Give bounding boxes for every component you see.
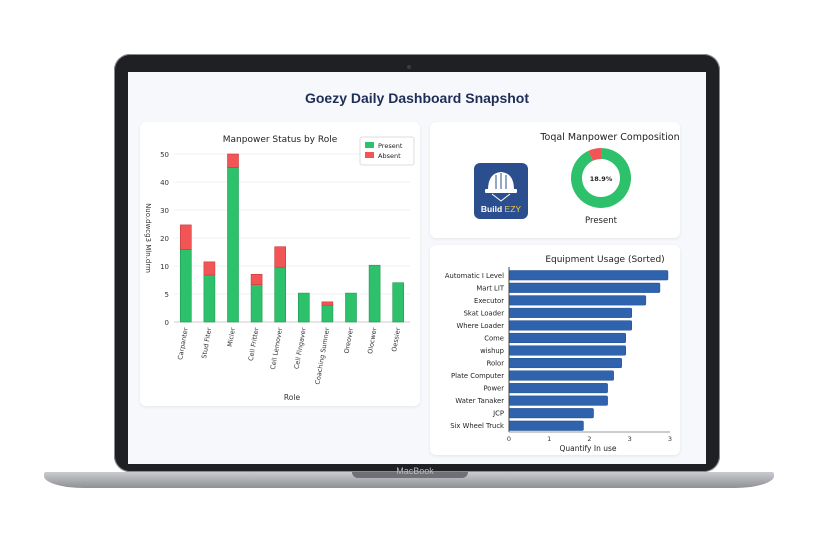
y-tick-label: 5	[165, 291, 169, 299]
x-tick-label: Olocwer	[366, 327, 379, 355]
equipment-card: Equipment Usage (Sorted) Automatic I Leve…	[430, 245, 680, 455]
composition-donut: Toqal Manpower Composition 18.9% Present	[539, 132, 679, 226]
donut-slice-present	[571, 148, 631, 208]
chart-title: Toqal Manpower Composition	[539, 132, 679, 143]
x-tick-label: Micler	[226, 327, 237, 348]
x-tick-label: 3	[628, 435, 632, 443]
chart-title: Equipment Usage (Sorted)	[545, 255, 664, 265]
x-tick-label: 2	[587, 435, 591, 443]
y-tick-label: Executor	[474, 297, 504, 305]
hard-hat-icon	[485, 172, 517, 202]
x-tick-label: Oreover	[343, 327, 355, 354]
y-tick-label: JCP	[492, 410, 504, 418]
dashboard-screen: Goezy Daily Dashboard Snapshot Manpower …	[128, 72, 706, 464]
dashboard-title: Goezy Daily Dashboard Snapshot	[304, 90, 530, 106]
legend-swatch	[365, 142, 374, 148]
device-brand-label: MacBook	[396, 466, 434, 476]
bar-present	[345, 292, 357, 323]
y-tick-label: Mart LIT	[476, 284, 504, 292]
manpower-card: Manpower Status by Role 0 5 10 20 30 40 50 Carpa…	[140, 122, 420, 406]
equipment-bar	[508, 383, 608, 394]
x-tick-label: 3	[668, 435, 672, 443]
donut-legend-label: Present	[585, 216, 618, 226]
x-axis-label: Quantify In use	[560, 444, 617, 453]
equipment-bar	[508, 320, 633, 331]
build-ezy-logo: Build EZY	[474, 163, 528, 219]
composition-card: Build EZY Toqal Manpower Composition 18.9…	[430, 122, 680, 238]
x-tick-label: Cell Fritter	[247, 327, 261, 362]
equipment-bar	[508, 282, 661, 293]
x-tick-label: Oessier	[390, 327, 402, 353]
y-tick-label: Where Loader	[457, 322, 505, 330]
x-tick-label: Cell Fingaver	[293, 327, 308, 370]
bar-present	[392, 282, 404, 323]
y-tick-label: Plate Computer	[451, 372, 504, 380]
legend-swatch	[365, 152, 374, 158]
bar-present	[274, 266, 286, 323]
laptop-base	[44, 472, 774, 488]
equipment-bar	[508, 408, 594, 419]
bar-absent	[321, 301, 334, 306]
bar-present	[203, 274, 216, 323]
logo-text: Build EZY	[480, 204, 522, 214]
x-tick-label: Stud Fiter	[200, 327, 213, 360]
y-tick-label: 20	[160, 235, 169, 243]
legend-label: Absent	[378, 152, 401, 160]
x-tick-label: Coaching Sumner	[313, 327, 331, 386]
donut-slice-absent	[588, 148, 601, 161]
equipment-bar	[508, 395, 608, 406]
x-tick-label: 0	[507, 435, 511, 443]
legend-label: Present	[378, 142, 403, 150]
equipment-bar	[508, 420, 584, 431]
y-tick-label: Skat Loader	[464, 309, 505, 317]
equipment-bar	[508, 345, 626, 356]
x-tick-label: 1	[547, 435, 551, 443]
y-tick-label: 30	[160, 207, 169, 215]
y-tick-label: Power	[483, 385, 504, 393]
y-tick-label: Rolor	[487, 360, 505, 368]
y-axis-label: Nuo.dwcg3 Mln.drm	[144, 203, 152, 273]
y-tick-label: 10	[160, 263, 169, 271]
donut-center-label: 18.9%	[590, 175, 613, 183]
y-tick-label: 40	[160, 179, 169, 187]
y-tick-label: Six Wheel Truck	[450, 422, 504, 430]
bar-present	[227, 167, 239, 323]
bar-absent	[274, 246, 286, 268]
y-tick-label: Come	[484, 334, 504, 342]
equipment-bar	[508, 307, 633, 318]
bar-absent	[179, 224, 192, 250]
bar-absent	[227, 153, 239, 168]
equipment-bar	[508, 332, 626, 343]
x-tick-label: Carpanter	[176, 327, 190, 361]
equipment-bar	[508, 370, 614, 381]
equipment-bar	[508, 295, 647, 306]
webcam	[407, 65, 411, 69]
y-tick-label: 50	[160, 151, 169, 159]
equipment-chart: Equipment Usage (Sorted) Automatic I Leve…	[445, 255, 672, 453]
bar-present	[321, 304, 334, 323]
y-tick-label: Automatic I Level	[445, 272, 504, 280]
bar-absent	[203, 261, 216, 276]
y-tick-label: 0	[165, 319, 169, 327]
x-axis-label: Role	[284, 393, 301, 402]
bar-present	[298, 292, 310, 323]
chart-title: Manpower Status by Role	[223, 135, 338, 145]
x-tick-label: Cell Lemover	[269, 327, 284, 371]
bar-present	[368, 264, 381, 323]
y-tick-label: Water Tanaker	[455, 397, 504, 405]
equipment-bar	[508, 270, 669, 281]
bar-absent	[250, 273, 263, 286]
laptop-notch	[352, 472, 468, 478]
y-tick-label: wishup	[480, 347, 504, 355]
manpower-chart: Manpower Status by Role 0 5 10 20 30 40 50 Carpa…	[144, 135, 415, 402]
equipment-bar	[508, 358, 622, 369]
bar-present	[179, 249, 192, 323]
bar-present	[250, 284, 263, 323]
